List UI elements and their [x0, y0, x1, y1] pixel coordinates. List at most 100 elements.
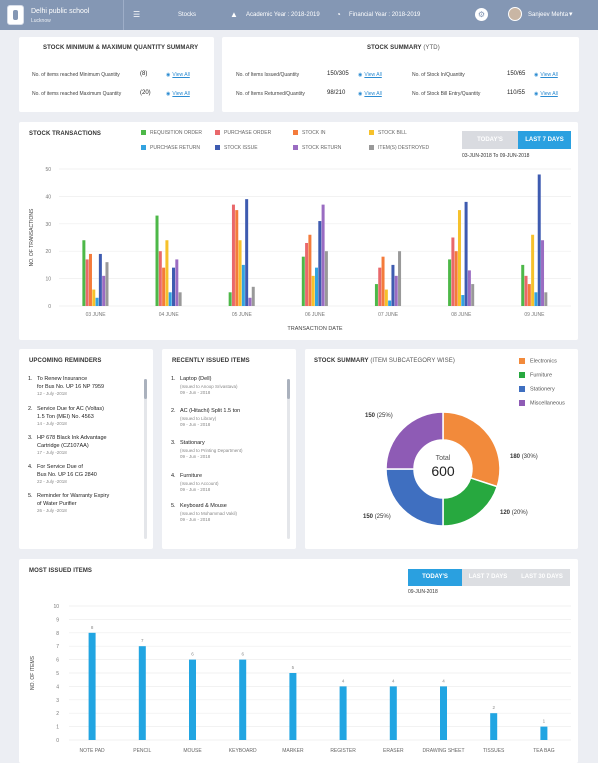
bar: [339, 686, 347, 740]
reminder-item[interactable]: 1. To Renew Insurance for Bus No. UP 16 NP…: [28, 376, 105, 396]
date: 09-JUN-2018: [408, 589, 438, 595]
bar: [454, 251, 458, 306]
reminder-item[interactable]: 2. Service Due for AC (Voltas) 1.5 Ton (ME…: [28, 406, 104, 426]
data-label: 1: [543, 719, 546, 724]
bar: [308, 234, 312, 306]
legend-item: STOCK RETURN: [293, 145, 341, 151]
issued-item[interactable]: 2. AC (Hitachi) Split 1.5 ton (Issued to L…: [171, 408, 241, 427]
card-title: STOCK SUMMARY (ITEM SUBCATEGORY WISE): [314, 358, 455, 364]
min-qty-value: (8): [140, 71, 148, 77]
card-title: UPCOMING REMINDERS: [29, 358, 102, 364]
reminder-item[interactable]: 5. Reminder for Warranty Expiry of Water P…: [28, 493, 110, 513]
issued-item[interactable]: 1. Laptop (Dell) (Issued to Anoop Srivasta…: [171, 376, 238, 395]
chevron-down-icon[interactable]: ▾: [569, 11, 573, 18]
financial-year[interactable]: Financial Year : 2018-2019: [349, 12, 421, 18]
stock-in-view-all-link[interactable]: View All: [534, 72, 557, 78]
x-tick-label: PENCIL: [133, 748, 151, 754]
legend-swatch: [519, 372, 525, 378]
most-issued-items-card: MOST ISSUED ITEMS TODAY'S LAST 7 DAYS LA…: [19, 559, 578, 763]
bar: [88, 253, 92, 306]
issued-item[interactable]: 3. Stationary (Issued to Printing Departme…: [171, 440, 243, 459]
card-title: STOCK SUMMARY (YTD): [367, 45, 440, 51]
legend-item: STOCK BILL: [369, 130, 407, 136]
max-qty-value: (20): [140, 90, 151, 96]
y-tick-label: 6: [56, 658, 59, 664]
max-qty-view-all-link[interactable]: View All: [166, 91, 189, 97]
data-label: 4: [442, 678, 445, 683]
legend-swatch: [293, 145, 298, 151]
bar: [238, 240, 242, 306]
bar: [448, 259, 452, 306]
legend-swatch: [141, 145, 146, 151]
bar: [228, 292, 232, 306]
bar: [531, 234, 535, 306]
stock-bill-view-all-link[interactable]: View All: [534, 91, 557, 97]
bar: [162, 267, 166, 306]
bar: [527, 284, 531, 306]
legend-item: Furniture: [519, 372, 552, 378]
bar: [248, 297, 252, 306]
bar: [537, 174, 541, 306]
legend-swatch: [519, 386, 525, 392]
reminder-item[interactable]: 4. For Service Due of Bus No. UP 16 CG 284…: [28, 464, 97, 484]
issued-item[interactable]: 4. Furniture (Issued to Account) 09 - Jun -…: [171, 473, 219, 492]
menu-list-icon[interactable]: ☰: [133, 10, 141, 19]
bar: [92, 289, 96, 306]
scrollbar[interactable]: [287, 379, 290, 539]
y-tick-label: 0: [48, 304, 51, 310]
data-label: 2: [492, 705, 495, 710]
data-label: 4: [342, 678, 345, 683]
bar: [394, 275, 398, 306]
pie-chart-icon: ◔: [336, 10, 341, 19]
divider: [123, 0, 124, 30]
y-tick-label: 5: [56, 671, 59, 677]
last-7-days-button[interactable]: LAST 7 DAYS: [518, 131, 571, 149]
card-title: STOCK TRANSACTIONS: [29, 131, 102, 137]
x-tick-label: TISSUES: [483, 748, 505, 754]
bar: [102, 275, 106, 306]
items-returned-view-all-link[interactable]: View All: [358, 91, 381, 97]
x-tick-label: 09 JUNE: [524, 312, 545, 318]
user-avatar[interactable]: [508, 7, 522, 21]
school-city: Lucknow: [31, 18, 51, 24]
data-label: 6: [191, 652, 194, 657]
items-issued-view-all-link[interactable]: View All: [358, 72, 381, 78]
user-name[interactable]: Sanjeev Mehta: [528, 12, 569, 18]
settings-gear-icon[interactable]: ⚙: [475, 8, 488, 21]
bar: [172, 267, 176, 306]
legend-swatch: [215, 130, 220, 136]
y-tick-label: 20: [45, 249, 51, 255]
reminder-item[interactable]: 3. HP 678 Black Ink Advantage Cartridge (C…: [28, 435, 107, 455]
legend-item: Stationery: [519, 386, 555, 392]
bar: [85, 259, 89, 306]
recently-issued-items-card: RECENTLY ISSUED ITEMS 1. Laptop (Dell) (Is…: [162, 349, 296, 549]
bar: [168, 292, 172, 306]
x-tick-label: KEYBOARD: [229, 748, 257, 754]
todays-button[interactable]: TODAY'S: [408, 569, 462, 586]
y-tick-label: 40: [45, 194, 51, 200]
bar: [467, 270, 471, 306]
scrollbar[interactable]: [144, 379, 147, 539]
nav-stocks[interactable]: Stocks: [178, 12, 197, 18]
bar: [398, 251, 402, 306]
min-qty-view-all-link[interactable]: View All: [166, 72, 189, 78]
stock-in-value: 150/65: [507, 71, 526, 77]
last-7-days-button[interactable]: LAST 7 DAYS: [462, 569, 514, 586]
y-axis-title: NO. OF ITEMS: [30, 655, 36, 690]
bar: [461, 295, 465, 306]
bar: [391, 264, 395, 306]
academic-year[interactable]: Academic Year : 2018-2019: [246, 12, 320, 18]
legend-swatch: [215, 145, 220, 151]
x-tick-label: MARKER: [282, 748, 304, 754]
issued-item[interactable]: 5. Keyboard & Mouse (Issued to Mohammad Va…: [171, 503, 237, 522]
school-logo: [7, 5, 24, 25]
items-returned-label: No. of Items Returned/Quantity: [236, 91, 305, 97]
legend-swatch: [369, 145, 374, 151]
bar: [544, 292, 548, 306]
todays-button[interactable]: TODAY'S: [462, 131, 518, 149]
bar: [388, 300, 392, 306]
last-30-days-button[interactable]: LAST 30 DAYS: [514, 569, 570, 586]
y-tick-label: 7: [56, 644, 59, 650]
stock-summary-subcategory-card: STOCK SUMMARY (ITEM SUBCATEGORY WISE) El…: [305, 349, 578, 549]
legend-swatch: [519, 358, 525, 364]
